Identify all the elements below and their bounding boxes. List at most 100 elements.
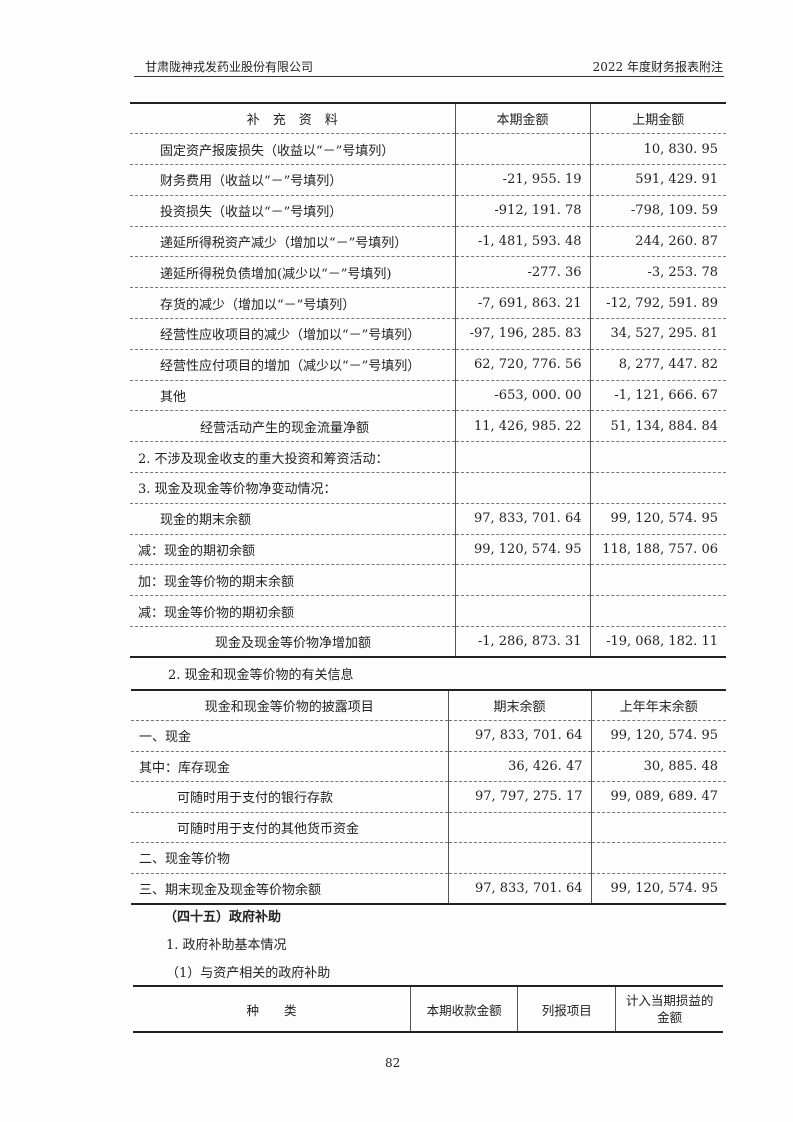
- prior-value: [590, 842, 726, 874]
- current-value: -21, 955. 19: [454, 164, 590, 196]
- row-label: 可随时用于支付的其他货币资金: [131, 812, 448, 843]
- row-label: 财务费用（收益以“－”号填列）: [130, 164, 455, 196]
- row-label: 其中：库存现金: [131, 751, 448, 782]
- prior-value: 34, 527, 295. 81: [589, 318, 726, 350]
- prior-value: -3, 253. 78: [589, 256, 726, 289]
- prior-value: 99, 089, 689. 47: [590, 781, 726, 813]
- table-header-row: 种 类 本期收款金额 列报项目 计入当期损益的金额: [133, 986, 723, 1032]
- current-value: [447, 812, 591, 843]
- column-header: 本期金额: [454, 103, 590, 135]
- company-name: 甘肃陇神戎发药业股份有限公司: [145, 60, 314, 74]
- cash-equivalents-table: 现金和现金等价物的披露项目 期末余额 上年年末余额 一、现金 97, 833, 7…: [131, 689, 726, 905]
- prior-value: 99, 120, 574. 95: [590, 873, 726, 904]
- table-row: 固定资产报废损失（收益以“－”号填列） 10, 830. 95: [130, 133, 726, 166]
- table-row: 加：现金等价物的期末余额: [130, 564, 726, 597]
- prior-value: [589, 472, 726, 504]
- current-value: 97, 833, 701. 64: [447, 720, 591, 752]
- prior-value: -1, 121, 666. 67: [589, 380, 726, 412]
- prior-value: [589, 564, 726, 597]
- row-label: 经营性应付项目的增加（减少以“－”号填列）: [130, 349, 455, 381]
- row-label: 其他: [130, 380, 455, 412]
- table-row: 递延所得税负债增加(减少以“－”号填列) -277. 36 -3, 253. 78: [130, 256, 726, 289]
- current-value: -1, 286, 873. 31: [454, 626, 590, 658]
- current-value: 36, 426. 47: [447, 751, 591, 782]
- column-header: 期末余额: [447, 690, 591, 721]
- prior-value: [590, 812, 726, 843]
- row-label: 减：现金的期初余额: [130, 534, 455, 566]
- table-row: 一、现金 97, 833, 701. 64 99, 120, 574. 95: [131, 720, 726, 752]
- row-label: 3. 现金及现金等价物净变动情况：: [130, 472, 455, 504]
- prior-value: -19, 068, 182. 11: [589, 626, 726, 658]
- table-header-row: 补 充 资 料 本期金额 上期金额: [130, 103, 726, 135]
- table-row: 减：现金等价物的期初余额: [130, 595, 726, 628]
- column-header: 计入当期损益的金额: [615, 986, 723, 1032]
- table-row: 财务费用（收益以“－”号填列） -21, 955. 19 591, 429. 91: [130, 164, 726, 196]
- table-row: 经营活动产生的现金流量净额 11, 426, 985. 22 51, 134, 88…: [130, 410, 726, 443]
- row-label: 经营性应收项目的减少（增加以“－”号填列）: [130, 318, 455, 350]
- row-label: 2. 不涉及现金收支的重大投资和筹资活动：: [130, 441, 455, 474]
- current-value: -912, 191. 78: [454, 195, 590, 227]
- table-row: 减：现金的期初余额 99, 120, 574. 95 118, 188, 757. …: [130, 534, 726, 566]
- prior-value: 591, 429. 91: [589, 164, 726, 196]
- column-header: 本期收款金额: [409, 986, 518, 1032]
- column-header: 列报项目: [517, 986, 616, 1032]
- column-header: 现金和现金等价物的披露项目: [131, 690, 448, 721]
- current-value: [454, 564, 590, 597]
- prior-value: 99, 120, 574. 95: [590, 720, 726, 752]
- prior-value: [589, 441, 726, 474]
- header-divider: [134, 76, 724, 77]
- section-heading: （四十五）政府补助: [164, 910, 282, 925]
- subsection-heading: （1）与资产相关的政府补助: [166, 966, 331, 981]
- table-row: 其中：库存现金 36, 426. 47 30, 885. 48: [131, 751, 726, 782]
- current-value: 97, 833, 701. 64: [454, 503, 590, 535]
- row-label: 递延所得税负债增加(减少以“－”号填列): [130, 256, 455, 289]
- table-row: 可随时用于支付的银行存款 97, 797, 275. 17 99, 089, 689…: [131, 781, 726, 813]
- prior-value: 10, 830. 95: [589, 133, 726, 166]
- row-label: 现金的期末余额: [130, 503, 455, 535]
- table-row: 3. 现金及现金等价物净变动情况：: [130, 472, 726, 504]
- current-value: 99, 120, 574. 95: [454, 534, 590, 566]
- current-value: [454, 595, 590, 628]
- column-header: 种 类: [246, 1002, 297, 1018]
- column-header: 补 充 资 料: [130, 103, 455, 135]
- table-row: 二、现金等价物: [131, 842, 726, 874]
- table-row: 现金及现金等价物净增加额 -1, 286, 873. 31 -19, 068, 18…: [130, 626, 726, 658]
- current-value: -1, 481, 593. 48: [454, 226, 590, 258]
- prior-value: 30, 885. 48: [590, 751, 726, 782]
- current-value: [454, 472, 590, 504]
- current-value: 11, 426, 985. 22: [454, 410, 590, 443]
- table-row: 经营性应收项目的减少（增加以“－”号填列） -97, 196, 285. 83 34…: [130, 318, 726, 350]
- table-row: 投资损失（收益以“－”号填列） -912, 191. 78 -798, 109. 5…: [130, 195, 726, 227]
- prior-value: -798, 109. 59: [589, 195, 726, 227]
- current-value: -97, 196, 285. 83: [454, 318, 590, 350]
- row-label: 减：现金等价物的期初余额: [130, 595, 455, 628]
- current-value: -653, 000. 00: [454, 380, 590, 412]
- row-label: 一、现金: [131, 720, 448, 752]
- table-row: 三、期末现金及现金等价物余额 97, 833, 701. 64 99, 120, 5…: [131, 873, 726, 904]
- report-title: 2022 年度财务报表附注: [592, 60, 723, 74]
- current-value: 62, 720, 776. 56: [454, 349, 590, 381]
- prior-value: [589, 595, 726, 628]
- subsection-heading: 1. 政府补助基本情况: [166, 938, 287, 953]
- row-label: 三、期末现金及现金等价物余额: [131, 873, 448, 904]
- row-label: 可随时用于支付的银行存款: [131, 781, 448, 813]
- current-value: 97, 833, 701. 64: [447, 873, 591, 904]
- row-label: 固定资产报废损失（收益以“－”号填列）: [130, 133, 455, 166]
- current-value: -7, 691, 863. 21: [454, 287, 590, 320]
- row-label: 二、现金等价物: [131, 842, 448, 874]
- prior-value: -12, 792, 591. 89: [589, 287, 726, 320]
- current-value: [454, 441, 590, 474]
- column-header: 上年年末余额: [590, 690, 726, 721]
- table-row: 递延所得税资产减少（增加以“－”号填列） -1, 481, 593. 48 244,…: [130, 226, 726, 258]
- prior-value: 118, 188, 757. 06: [589, 534, 726, 566]
- prior-value: 51, 134, 884. 84: [589, 410, 726, 443]
- section-heading: 2. 现金和现金等价物的有关信息: [168, 668, 354, 683]
- supplementary-cash-flow-table: 补 充 资 料 本期金额 上期金额 固定资产报废损失（收益以“－”号填列） 10,…: [130, 102, 726, 659]
- column-header: 上期金额: [589, 103, 726, 135]
- table-row: 经营性应付项目的增加（减少以“－”号填列） 62, 720, 776. 56 8, …: [130, 349, 726, 381]
- table-header-row: 现金和现金等价物的披露项目 期末余额 上年年末余额: [131, 690, 726, 721]
- prior-value: 8, 277, 447. 82: [589, 349, 726, 381]
- current-value: 97, 797, 275. 17: [447, 781, 591, 813]
- current-value: [447, 842, 591, 874]
